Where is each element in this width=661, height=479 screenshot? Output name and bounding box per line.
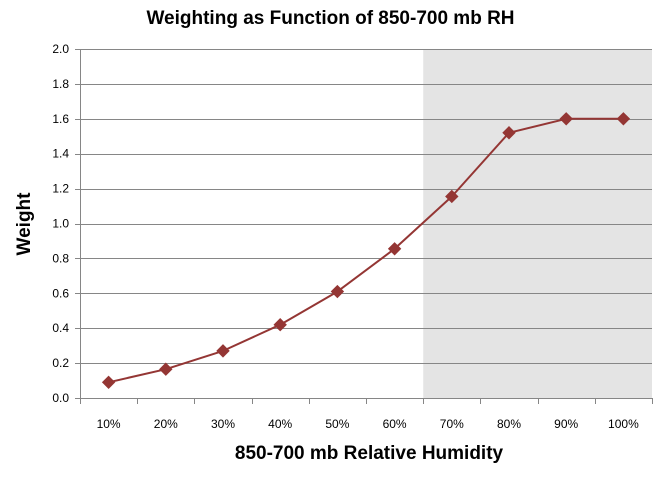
x-tick-label: 40%	[268, 417, 292, 431]
data-point-10%	[101, 375, 116, 390]
y-tick-label: 0.6	[52, 286, 69, 300]
y-axis-label: Weight	[14, 192, 35, 256]
data-point-20%	[159, 362, 173, 376]
y-tick-label: 2.0	[52, 42, 69, 56]
y-tick-label: 1.0	[52, 217, 69, 231]
x-tick-label: 90%	[554, 417, 578, 431]
data-point-30%	[216, 344, 230, 358]
series-line	[108, 117, 624, 384]
x-tick-label: 100%	[608, 417, 639, 431]
y-tick-label: 1.4	[52, 147, 69, 161]
y-tick-label: 1.6	[52, 112, 69, 126]
y-tick-label: 1.8	[52, 77, 69, 91]
data-point-100%	[616, 112, 631, 126]
data-point-40%	[273, 318, 287, 332]
x-tick-label: 30%	[211, 417, 235, 431]
y-tick-label: 0.8	[52, 251, 69, 265]
data-point-60%	[387, 242, 402, 256]
x-tick-label: 50%	[325, 417, 349, 431]
y-tick-label: 0.4	[52, 321, 69, 335]
y-tick-label: 0.2	[52, 356, 69, 370]
shaded-region	[423, 49, 652, 398]
x-tick-label: 10%	[97, 417, 121, 431]
data-point-90%	[559, 112, 573, 126]
data-point-70%	[445, 189, 459, 204]
y-tick-label: 0.0	[52, 391, 69, 405]
chart-title: Weighting as Function of 850-700 mb RH	[146, 8, 515, 29]
x-tick-label: 70%	[440, 417, 464, 431]
x-tick-label: 20%	[154, 417, 178, 431]
y-tick-label: 1.2	[52, 182, 69, 196]
x-axis-label: 850-700 mb Relative Humidity	[234, 443, 504, 464]
data-point-50%	[330, 284, 345, 299]
data-point-80%	[502, 126, 516, 140]
x-tick-label: 60%	[383, 417, 407, 431]
x-tick-label: 80%	[497, 417, 521, 431]
